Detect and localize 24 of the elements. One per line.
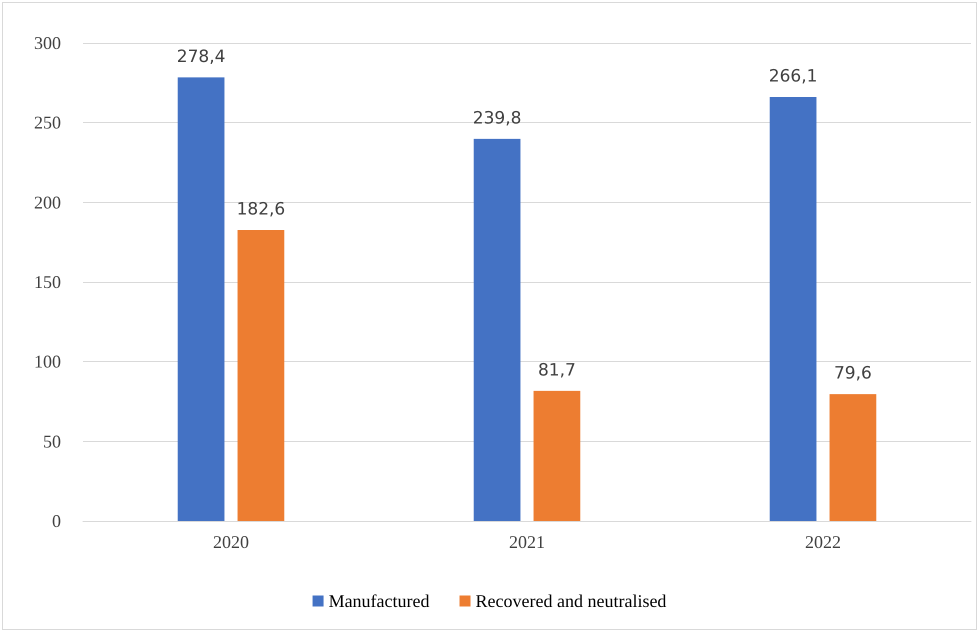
y-tick-label: 200 xyxy=(34,192,61,212)
data-label: 278,4 xyxy=(176,46,226,67)
bar xyxy=(830,394,876,521)
bar xyxy=(534,390,580,521)
bar xyxy=(178,77,224,521)
y-tick-label: 150 xyxy=(34,272,61,292)
x-tick-label: 2021 xyxy=(509,532,545,552)
y-tick-label: 50 xyxy=(43,431,61,452)
x-tick-label: 2022 xyxy=(805,532,841,552)
bar xyxy=(238,230,284,521)
data-label: 266,1 xyxy=(768,66,818,87)
legend-label: Manufactured xyxy=(328,591,430,611)
y-tick-label: 0 xyxy=(52,511,61,531)
y-tick-label: 100 xyxy=(34,352,61,372)
data-label: 182,6 xyxy=(236,200,286,220)
data-label: 239,8 xyxy=(472,108,522,128)
y-tick-label: 250 xyxy=(34,112,61,133)
data-label: 79,6 xyxy=(834,364,872,384)
bar xyxy=(770,97,816,521)
bar xyxy=(474,138,520,521)
legend-label: Recovered and neutralised xyxy=(476,591,666,611)
x-tick-label: 2020 xyxy=(213,532,249,552)
data-label: 81,7 xyxy=(538,360,576,380)
y-tick-label: 300 xyxy=(34,33,61,53)
